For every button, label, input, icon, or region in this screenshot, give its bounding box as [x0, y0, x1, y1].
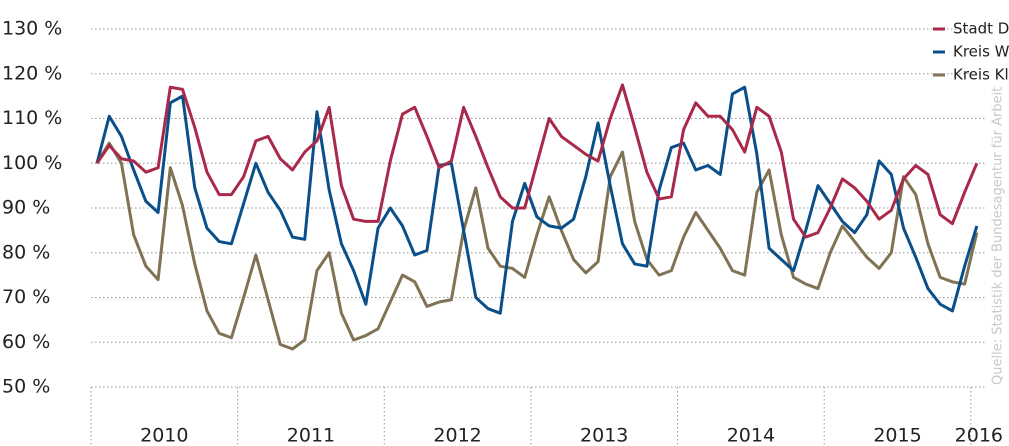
y-tick-label: 130 % [2, 18, 62, 40]
line-series [95, 85, 979, 315]
y-tick-label: 60 % [2, 331, 50, 353]
y-tick-label: 90 % [2, 197, 50, 219]
y-tick-label: 70 % [2, 286, 50, 308]
y-tick-label: 100 % [2, 152, 62, 174]
legend-label: Stadt Duisburg [953, 20, 1009, 38]
x-tick-label: 2011 [287, 425, 335, 446]
line-series [95, 83, 979, 239]
x-tick-label: 2016 [955, 425, 1003, 446]
x-tick-label: 2013 [580, 425, 628, 446]
y-tick-label: 50 % [2, 376, 50, 398]
y-tick-label: 110 % [2, 107, 62, 129]
line-series [95, 141, 979, 351]
x-tick-label: 2010 [140, 425, 188, 446]
x-tick-label: 2012 [433, 425, 481, 446]
x-tick-label: 2014 [727, 425, 775, 446]
y-tick-label: 120 % [2, 62, 62, 84]
legend-label: Kreis Wesel [953, 43, 1009, 61]
source-note: Quelle: Statistik der Bundesagentur für … [991, 87, 1006, 385]
y-tick-label: 80 % [2, 241, 50, 263]
legend-label: Kreis Kleve [953, 66, 1009, 84]
x-tick-label: 2015 [873, 425, 921, 446]
